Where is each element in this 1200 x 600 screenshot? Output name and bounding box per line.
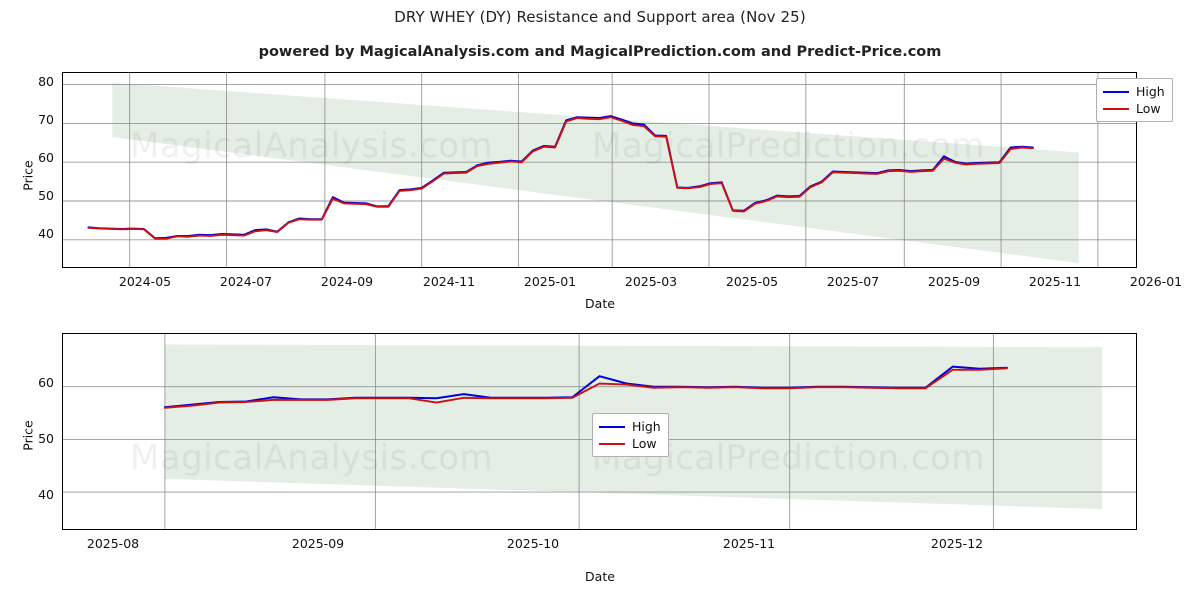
- legend-item-high[interactable]: High: [599, 418, 661, 435]
- x-tick-label: 2024-11: [404, 274, 494, 289]
- y-tick-label: 40: [8, 487, 54, 502]
- x-axis-label: Date: [560, 569, 640, 584]
- y-tick-label: 60: [8, 375, 54, 390]
- support-resistance-band: [112, 83, 1079, 263]
- legend-label-low: Low: [632, 435, 657, 452]
- legend-swatch-low: [599, 443, 625, 445]
- legend-label-low: Low: [1136, 100, 1161, 117]
- x-tick-label: 2025-01: [505, 274, 595, 289]
- y-tick-label: 80: [8, 74, 54, 89]
- legend-label-high: High: [1136, 83, 1165, 100]
- legend-long-range[interactable]: High Low: [1096, 78, 1173, 122]
- chart-page: DRY WHEY (DY) Resistance and Support are…: [0, 0, 1200, 600]
- legend-label-high: High: [632, 418, 661, 435]
- x-axis-label: Date: [560, 296, 640, 311]
- x-tick-label: 2024-05: [100, 274, 190, 289]
- legend-item-low[interactable]: Low: [1103, 100, 1165, 117]
- x-tick-label: 2025-11: [704, 536, 794, 551]
- x-tick-label: 2024-07: [201, 274, 291, 289]
- legend-short-range[interactable]: High Low: [592, 413, 669, 457]
- x-tick-label: 2024-09: [302, 274, 392, 289]
- x-tick-label: 2025-08: [68, 536, 158, 551]
- legend-item-high[interactable]: High: [1103, 83, 1165, 100]
- plot-area-long-range: [62, 72, 1137, 268]
- x-tick-label: 2026-01: [1111, 274, 1200, 289]
- legend-swatch-high: [599, 426, 625, 428]
- chart-panel-short-range: 60 50 40 Price MagicalAnalysis.com Magic…: [0, 320, 1200, 600]
- x-tick-label: 2025-03: [606, 274, 696, 289]
- y-axis-label: Price: [21, 136, 36, 216]
- x-tick-label: 2025-09: [909, 274, 999, 289]
- x-tick-label: 2025-11: [1010, 274, 1100, 289]
- legend-swatch-low: [1103, 108, 1129, 110]
- y-tick-label: 40: [8, 226, 54, 241]
- legend-swatch-high: [1103, 91, 1129, 93]
- y-axis-label: Price: [21, 396, 36, 476]
- x-tick-label: 2025-09: [273, 536, 363, 551]
- x-tick-label: 2025-10: [488, 536, 578, 551]
- x-tick-label: 2025-07: [808, 274, 898, 289]
- x-tick-label: 2025-12: [912, 536, 1002, 551]
- y-tick-label: 70: [8, 112, 54, 127]
- x-tick-label: 2025-05: [707, 274, 797, 289]
- chart-panel-long-range: 80 70 60 50 40 Price MagicalAnalysis.com…: [0, 0, 1200, 320]
- legend-item-low[interactable]: Low: [599, 435, 661, 452]
